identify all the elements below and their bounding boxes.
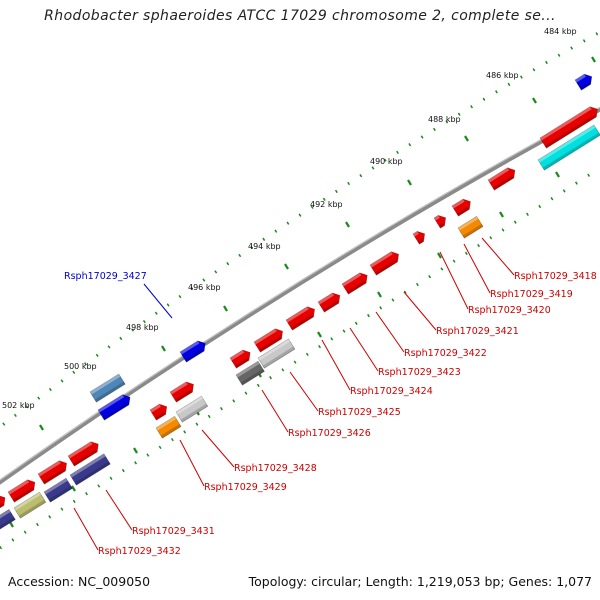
inner-major-tick — [317, 331, 322, 338]
kbp-label: 502 kbp — [2, 401, 35, 410]
topology-summary: Topology: circular; Length: 1,219,053 bp… — [248, 574, 592, 589]
gene-label[interactable]: Rsph17029_3418 — [514, 271, 597, 282]
gene-arrow[interactable] — [317, 290, 343, 313]
label-connector — [179, 439, 205, 487]
gene-label[interactable]: Rsph17029_3426 — [288, 428, 371, 439]
gene-arrow[interactable] — [487, 165, 518, 191]
label-connector — [375, 311, 405, 353]
gene-arrow[interactable] — [285, 304, 318, 331]
kbp-label: 488 kbp — [428, 115, 461, 124]
gene-arrow[interactable] — [369, 249, 402, 276]
gene-arrow[interactable] — [235, 360, 265, 386]
gene-arrow[interactable] — [457, 215, 484, 239]
label-connector — [261, 389, 289, 433]
label-connector — [463, 243, 491, 294]
inner-tick-ring — [0, 166, 600, 550]
label-connector — [143, 283, 173, 319]
gene-label[interactable]: Rsph17029_3424 — [350, 386, 433, 397]
inner-major-tick — [133, 447, 138, 454]
inner-major-tick — [437, 252, 442, 259]
gene-arrow[interactable] — [253, 326, 286, 353]
gene-arrow[interactable] — [169, 379, 197, 403]
inner-major-tick — [499, 211, 504, 218]
kbp-label: 484 kbp — [544, 27, 577, 36]
gene-arrow[interactable] — [155, 415, 182, 439]
gene-arrow[interactable] — [229, 347, 253, 369]
outer-major-tick — [161, 345, 166, 352]
gene-label[interactable]: Rsph17029_3429 — [204, 482, 287, 493]
outer-tick-ring — [0, 30, 600, 429]
kbp-label: 498 kbp — [126, 323, 159, 332]
gene-arrow[interactable] — [37, 458, 70, 485]
outer-major-tick — [407, 179, 412, 186]
outer-major-tick — [464, 135, 469, 142]
gene-label[interactable]: Rsph17029_3432 — [98, 546, 181, 557]
gene-arrow[interactable] — [97, 392, 133, 421]
kbp-label: 486 kbp — [486, 71, 519, 80]
gene-arrow[interactable] — [451, 196, 474, 217]
gene-label[interactable]: Rsph17029_3421 — [436, 326, 519, 337]
gene-label[interactable]: Rsph17029_3419 — [490, 289, 573, 300]
gene-arrow[interactable] — [89, 373, 126, 403]
gene-arrow[interactable] — [67, 439, 101, 467]
gene-label[interactable]: Rsph17029_3425 — [318, 407, 401, 418]
gene-arrow[interactable] — [69, 453, 111, 486]
label-connector — [105, 489, 133, 531]
gene-arrow[interactable] — [43, 477, 73, 503]
outer-major-tick — [345, 221, 350, 228]
accession-text: Accession: NC_009050 — [8, 574, 151, 589]
gene-arrow[interactable] — [433, 213, 449, 229]
label-connector — [73, 507, 99, 551]
label-connectors — [73, 237, 515, 551]
kbp-labels: 484 kbp 486 kbp 488 kbp 490 kbp 492 kbp 494 k… — [2, 27, 577, 410]
gene-arrow[interactable] — [257, 338, 296, 369]
gene-arrow[interactable] — [7, 477, 38, 503]
label-connector — [439, 251, 469, 310]
gene-arrow[interactable] — [412, 229, 428, 245]
gene-label[interactable]: Rsph17029_3422 — [404, 348, 487, 359]
gene-arrow[interactable] — [0, 508, 16, 531]
outer-major-tick — [284, 263, 289, 270]
gene-arrow[interactable] — [179, 338, 208, 363]
gene-label[interactable]: Rsph17029_3420 — [468, 305, 551, 316]
map-title: Rhodobacter sphaeroides ATCC 17029 chrom… — [44, 8, 556, 24]
label-connector — [289, 371, 319, 412]
gene-arrow[interactable] — [539, 104, 600, 149]
outer-major-tick — [532, 97, 537, 104]
outer-major-tick — [591, 56, 596, 63]
outer-major-tick — [223, 305, 228, 312]
gene-arrow[interactable] — [13, 491, 47, 519]
label-connector — [349, 327, 379, 372]
gene-arrow[interactable] — [341, 270, 370, 295]
kbp-label: 494 kbp — [248, 242, 281, 251]
gene-arrow[interactable] — [0, 493, 8, 511]
inner-major-tick — [9, 521, 14, 528]
gene-arrow[interactable] — [537, 124, 600, 171]
outer-major-tick — [39, 424, 44, 431]
inner-major-tick — [555, 171, 560, 178]
inner-major-tick — [377, 291, 382, 298]
kbp-label: 492 kbp — [310, 200, 343, 209]
kbp-label: 496 kbp — [188, 283, 221, 292]
gene-arrow[interactable] — [574, 72, 595, 91]
chromosome-backbone — [0, 106, 600, 485]
gene-label[interactable]: Rsph17029_3428 — [234, 463, 317, 474]
gene-label[interactable]: Rsph17029_3423 — [378, 367, 461, 378]
gene-label[interactable]: Rsph17029_3431 — [132, 526, 215, 537]
gene-label[interactable]: Rsph17029_3427 — [64, 271, 147, 282]
label-connector — [201, 429, 235, 468]
kbp-label: 490 kbp — [370, 157, 403, 166]
label-connector — [481, 237, 515, 276]
gene-arrow[interactable] — [149, 402, 170, 421]
label-connector — [321, 339, 351, 391]
gene-labels[interactable]: Rsph17029_3418 Rsph17029_3419 Rsph17029_34… — [64, 271, 597, 557]
inner-major-tick — [71, 485, 76, 492]
label-connector — [403, 291, 437, 331]
gene-features[interactable] — [0, 72, 600, 531]
kbp-label: 500 kbp — [64, 362, 97, 371]
gene-arrow[interactable] — [175, 395, 209, 423]
